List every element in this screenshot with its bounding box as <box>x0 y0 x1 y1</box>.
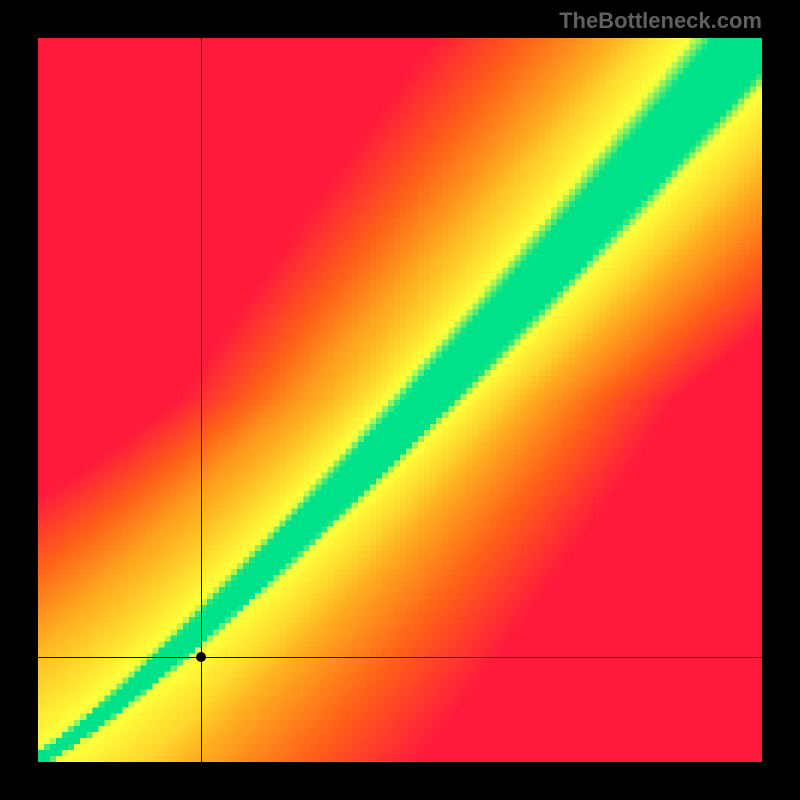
watermark-text: TheBottleneck.com <box>559 8 762 34</box>
plot-area <box>38 38 762 762</box>
crosshair-horizontal <box>38 657 762 658</box>
marker-dot <box>196 652 206 662</box>
heatmap-canvas <box>38 38 762 762</box>
chart-frame: TheBottleneck.com <box>0 0 800 800</box>
